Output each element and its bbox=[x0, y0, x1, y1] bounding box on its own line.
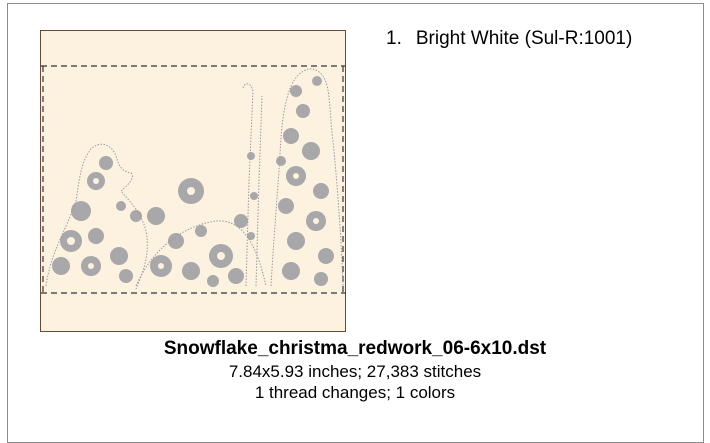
staff-outline-2 bbox=[255, 95, 263, 287]
design-preview bbox=[40, 30, 346, 332]
thread-item: 1. Bright White (Sul-R:1001) bbox=[386, 28, 632, 50]
thread-list: 1. Bright White (Sul-R:1001) bbox=[386, 28, 632, 50]
staff-outline bbox=[242, 83, 254, 287]
embroidery-design-preview-icon bbox=[41, 65, 345, 294]
thread-name: Bright White (Sul-R:1001) bbox=[415, 28, 633, 49]
left-figure-outline bbox=[45, 143, 148, 290]
design-thread-changes: 1 thread changes; 1 colors bbox=[254, 383, 456, 402]
middle-mound-outline bbox=[135, 220, 267, 287]
snowflake-pattern bbox=[52, 76, 334, 287]
design-filename: Snowflake_christma_redwork_06-6x10.dst bbox=[163, 338, 547, 359]
design-caption: Snowflake_christma_redwork_06-6x10.dst 7… bbox=[0, 337, 710, 403]
right-figure-outline bbox=[270, 68, 344, 287]
design-dimensions: 7.84x5.93 inches; 27,383 stitches bbox=[228, 362, 482, 381]
thread-number: 1. bbox=[386, 28, 402, 49]
